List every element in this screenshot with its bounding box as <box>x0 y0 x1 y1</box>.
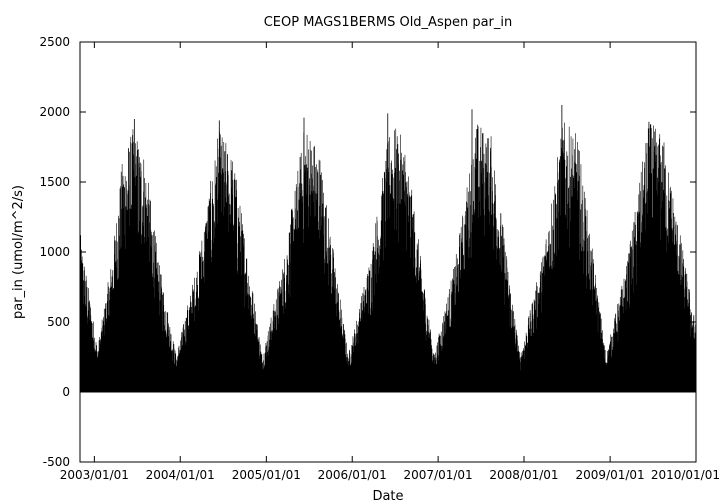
x-tick-label: 2006/01/01 <box>318 468 387 482</box>
y-tick-label: 500 <box>47 315 70 329</box>
par-in-series <box>79 105 697 392</box>
x-tick-label: 2005/01/01 <box>232 468 301 482</box>
x-tick-label: 2009/01/01 <box>576 468 645 482</box>
y-axis: -500 0 500 1000 1500 2000 2500 <box>39 35 696 469</box>
x-axis-label: Date <box>372 489 403 504</box>
y-tick-label: 2500 <box>39 35 70 49</box>
x-tick-label: 2008/01/01 <box>489 468 558 482</box>
x-tick-label: 2003/01/01 <box>60 468 129 482</box>
x-tick-label: 2007/01/01 <box>404 468 473 482</box>
y-tick-label: 2000 <box>39 105 70 119</box>
y-axis-label: par_in (umol/m^2/s) <box>11 185 26 319</box>
x-tick-label: 2004/01/01 <box>146 468 215 482</box>
y-tick-label: 1500 <box>39 175 70 189</box>
y-tick-label: 1000 <box>39 245 70 259</box>
y-tick-label: -500 <box>43 455 70 469</box>
y-tick-label: 0 <box>62 385 70 399</box>
x-axis: 2003/01/01 2004/01/01 2005/01/01 2006/01/01… <box>60 42 720 482</box>
chart-title: CEOP MAGS1BERMS Old_Aspen par_in <box>264 15 513 30</box>
x-tick-label: 2010/01/01 <box>651 468 720 482</box>
